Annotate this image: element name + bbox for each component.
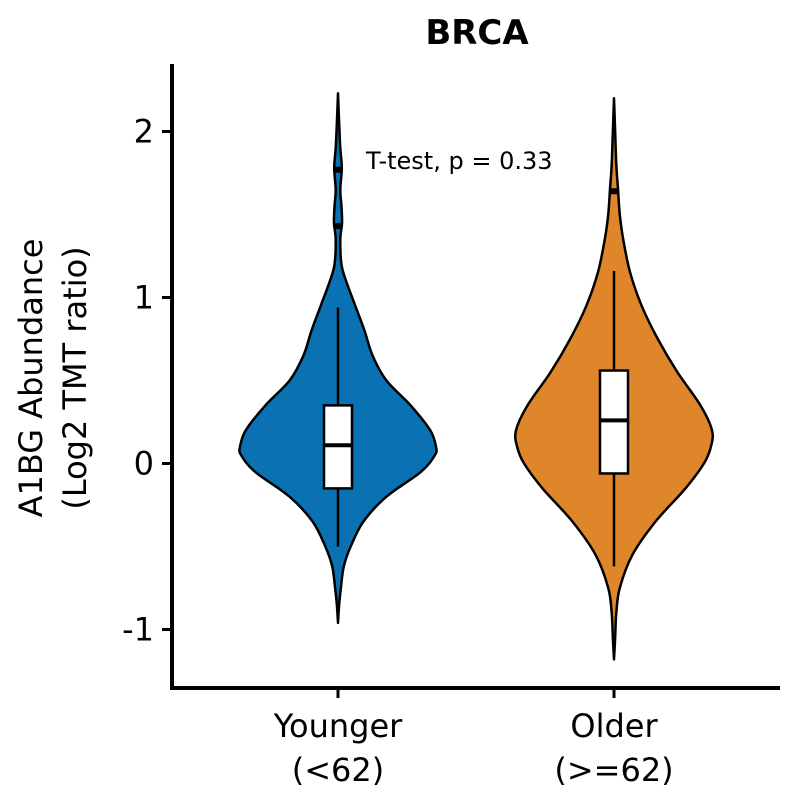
x-tick-label-1-line2: (>=62): [554, 751, 673, 789]
y-tick-label-1: 0: [134, 445, 154, 483]
plot-layer: -1 0 1 2 Younger (<62) Older (>=62): [122, 64, 780, 789]
y-tick-label-0: -1: [122, 611, 154, 649]
x-tick-label-0-line1: Younger: [273, 707, 403, 745]
y-axis-title: A1BG Abundance (Log2 TMT ratio): [12, 239, 94, 518]
y-tick-label-2: 1: [134, 279, 154, 317]
ttest-annotation: T-test, p = 0.33: [365, 147, 553, 175]
chart-title: BRCA: [425, 13, 529, 53]
y-axis-title-line2: (Log2 TMT ratio): [56, 246, 94, 509]
x-tick-label-1-line1: Older: [570, 707, 658, 745]
y-tick-label-3: 2: [134, 113, 154, 151]
x-tick-label-0-line2: (<62): [292, 751, 385, 789]
y-axis-title-line1: A1BG Abundance: [12, 239, 50, 518]
